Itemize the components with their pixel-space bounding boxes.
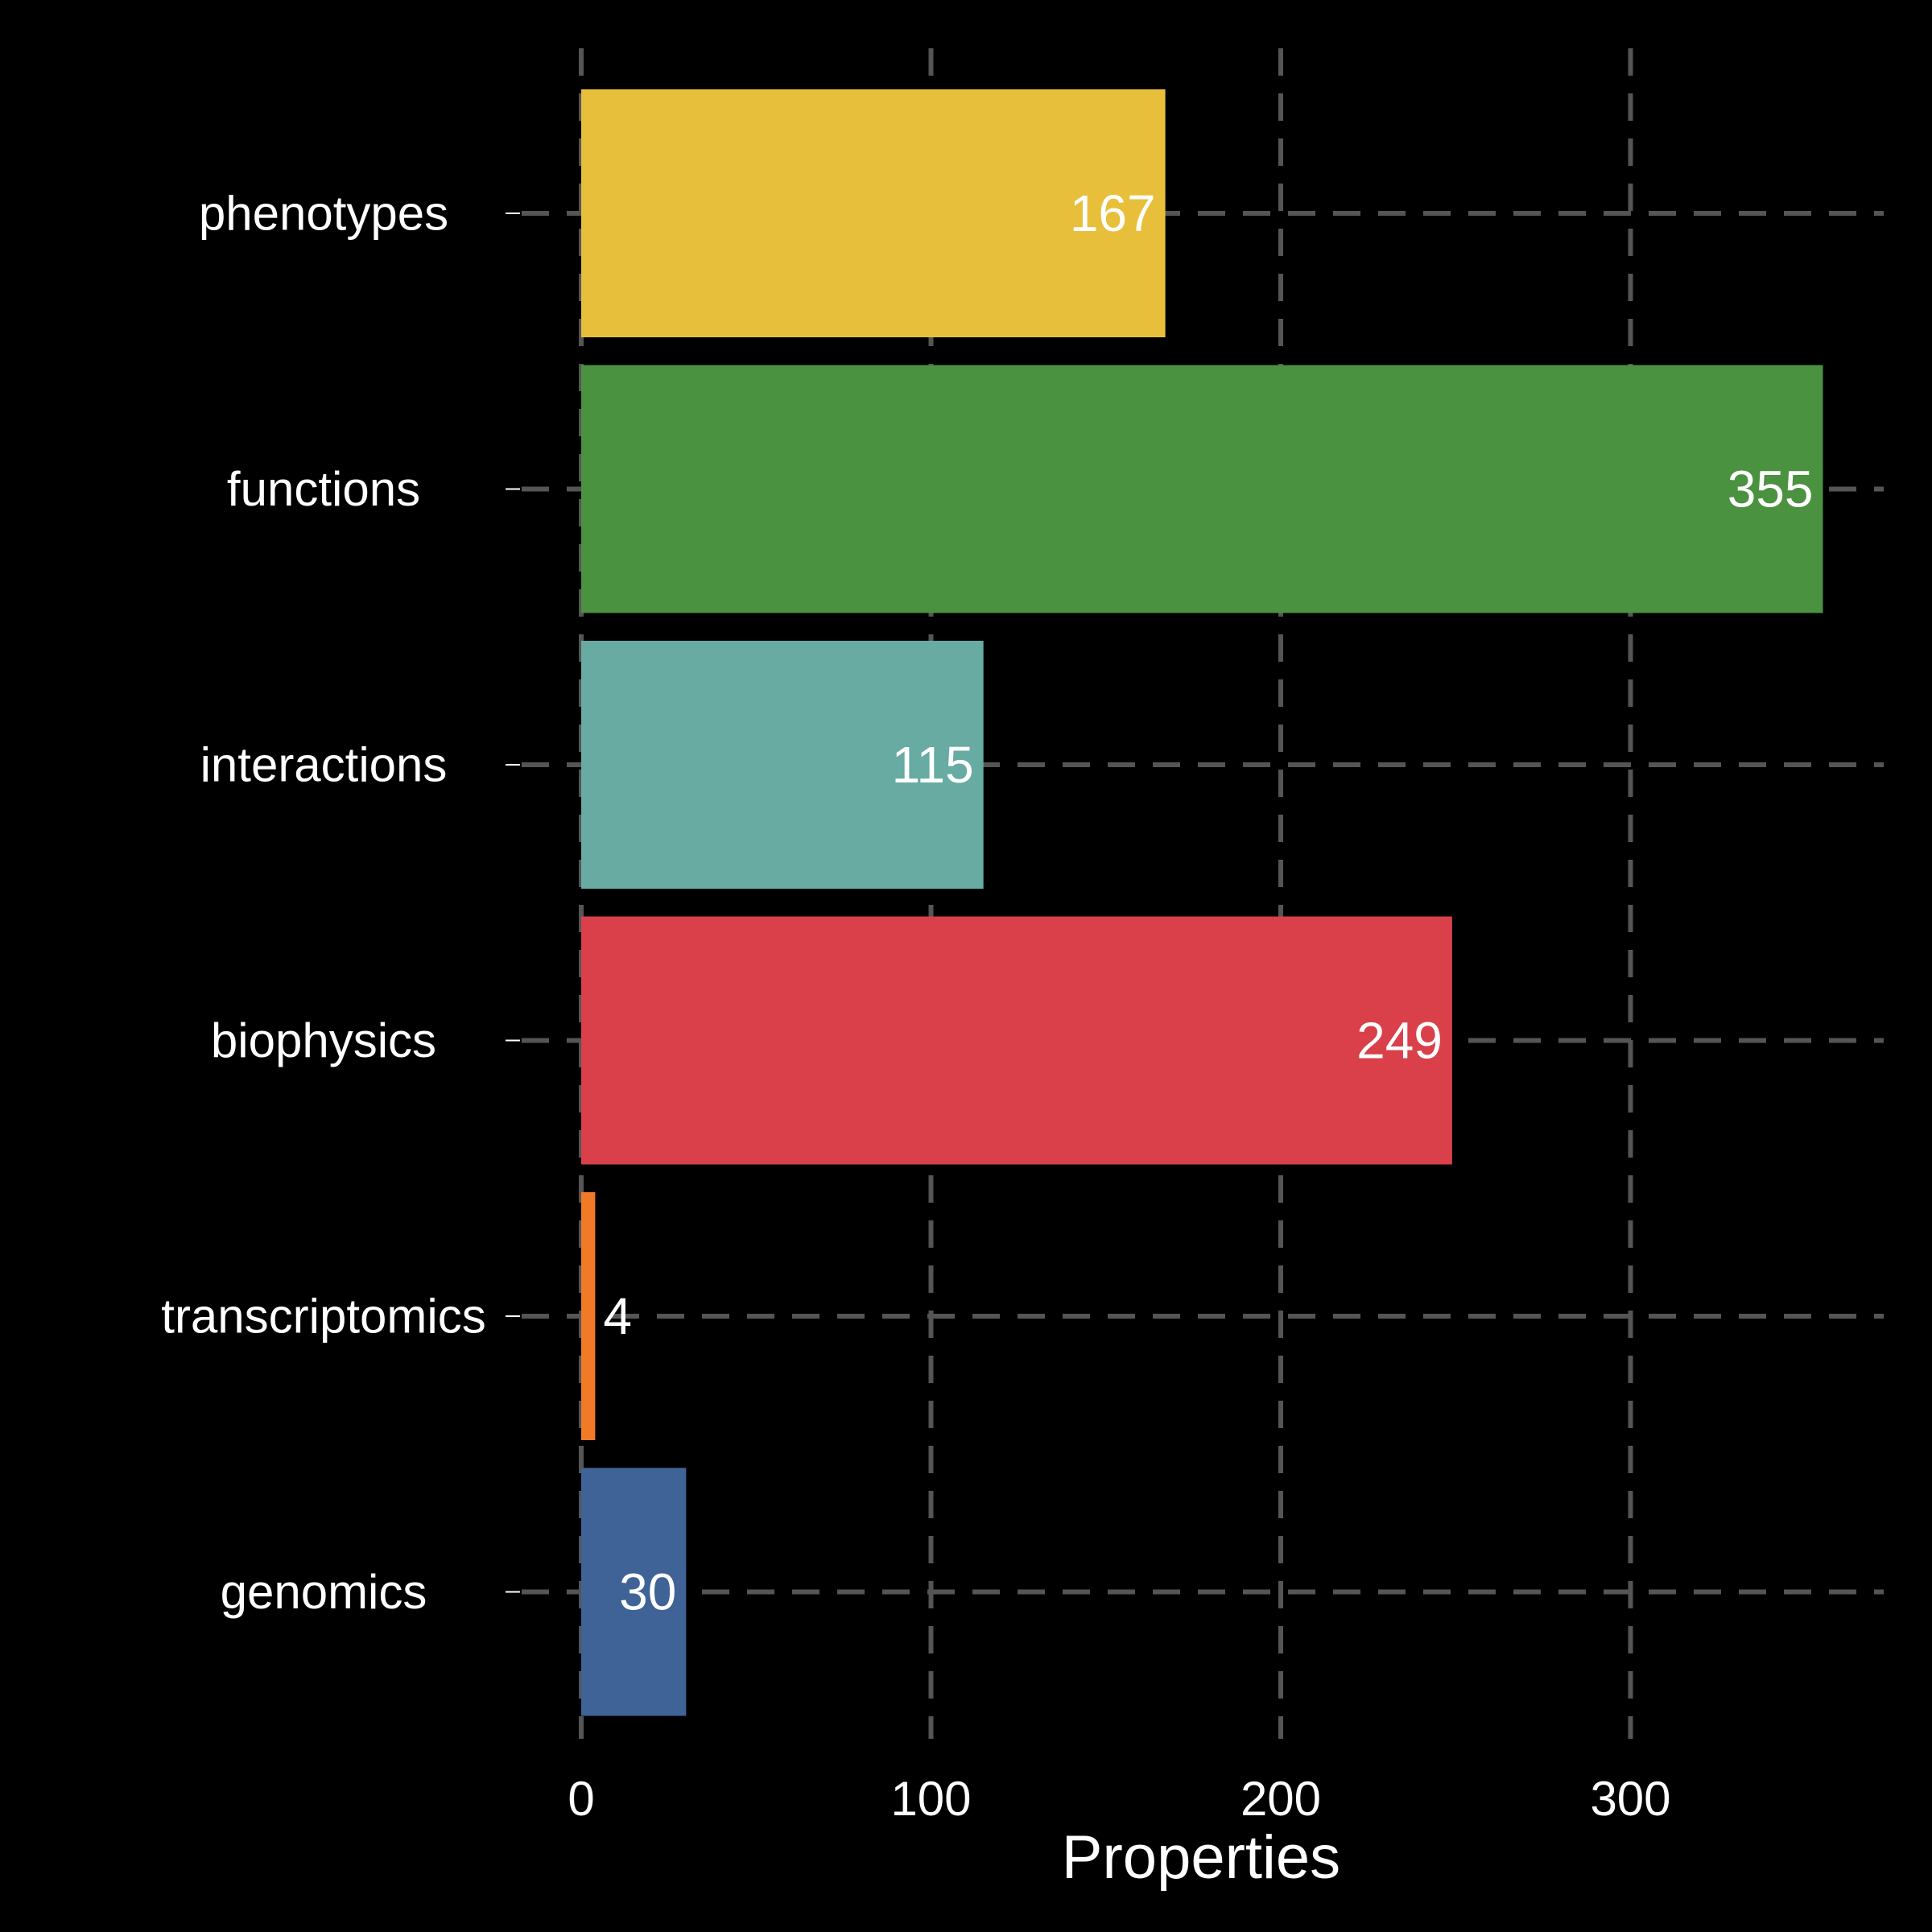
data-label-biophysics: 249 [1356,1012,1443,1070]
data-label-transcriptomics: 4 [603,1287,632,1345]
y-tick-label-transcriptomics: transcriptomics [161,1290,485,1344]
bar-transcriptomics [581,1192,596,1440]
data-label-phenotypes: 167 [1070,184,1156,242]
bar-genomics [581,1468,687,1716]
x-tick-label-200: 200 [1241,1772,1321,1826]
data-label-genomics: 30 [619,1563,676,1621]
y-tick-label-phenotypes: phenotypes [199,187,448,241]
x-axis: 0 100 200 300 [568,1772,1670,1826]
y-tick-label-interactions: interactions [200,738,448,792]
data-label-functions: 355 [1728,460,1814,518]
y-tick-label-functions: functions [227,462,420,516]
data-label-interactions: 115 [892,736,974,794]
x-axis-title: Properties [1062,1823,1340,1892]
bar-phenotypes [581,89,1166,337]
y-axis: phenotypes functions interactions biophysic… [161,187,520,1619]
bar-functions [581,365,1823,613]
x-tick-label-0: 0 [568,1772,594,1826]
bars: 167 355 115 249 4 30 [581,89,1823,1716]
x-tick-label-100: 100 [890,1772,971,1826]
y-tick-label-genomics: genomics [221,1565,427,1619]
bar-biophysics [581,916,1452,1165]
y-tick-label-biophysics: biophysics [211,1013,436,1067]
x-tick-label-300: 300 [1590,1772,1670,1826]
bar-interactions [581,641,984,889]
